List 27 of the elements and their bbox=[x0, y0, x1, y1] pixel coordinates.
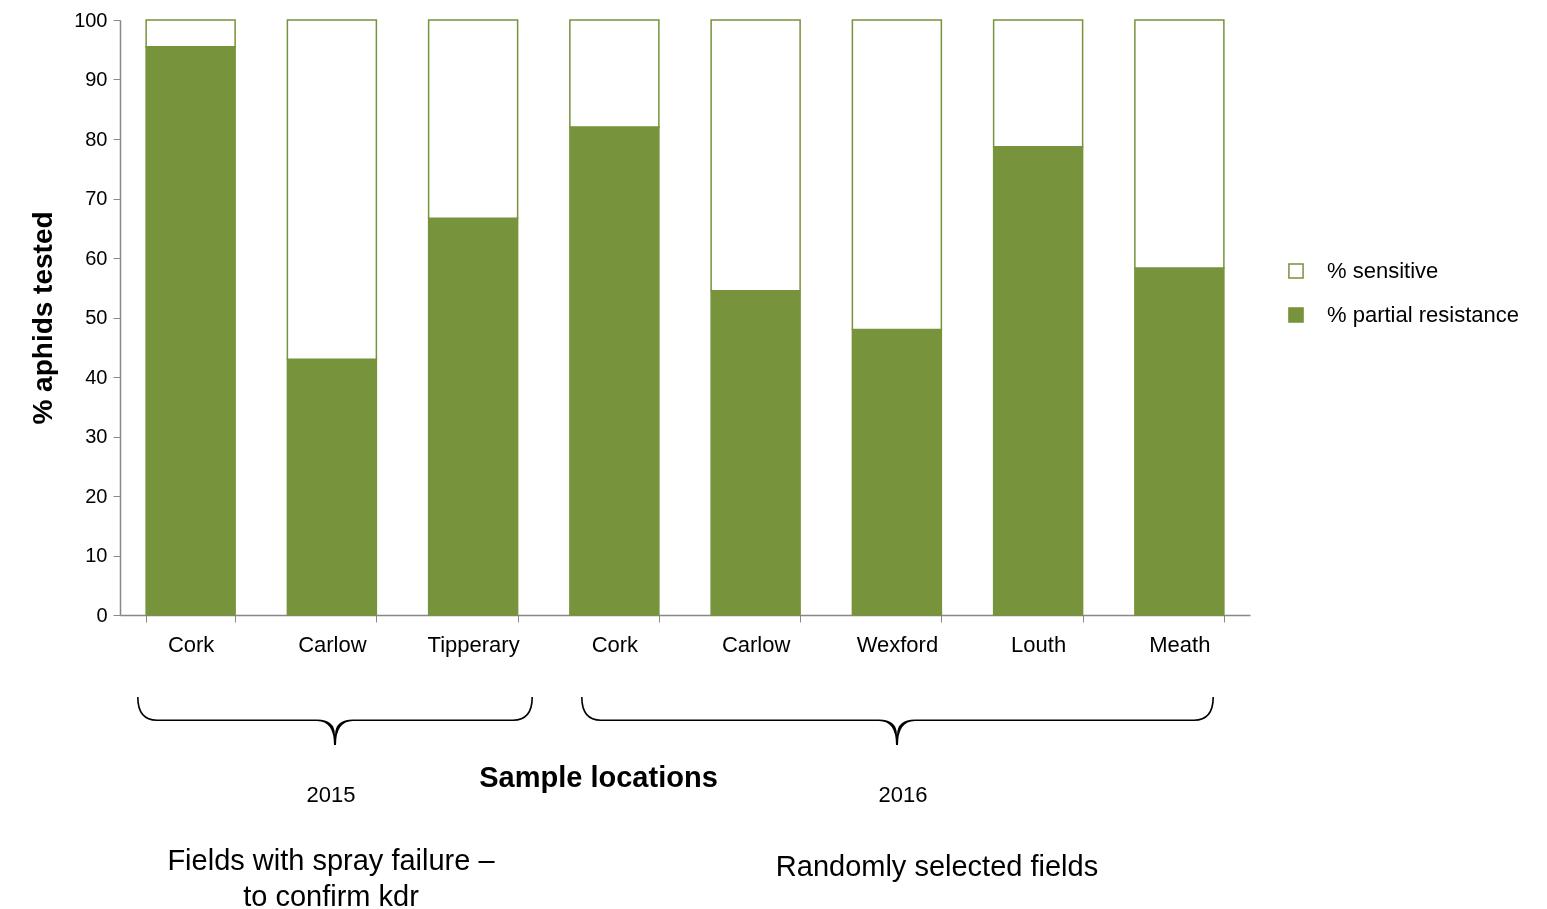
x-tick-label: Carlow bbox=[721, 631, 791, 657]
y-tick-label: 60 bbox=[85, 246, 108, 269]
x-tick-label: Cork bbox=[167, 631, 216, 657]
y-tick-label: 10 bbox=[85, 544, 108, 566]
legend-label: % partial resistance bbox=[1327, 302, 1519, 327]
y-tick-label: 20 bbox=[85, 484, 108, 507]
x-tick-label: Louth bbox=[1011, 631, 1067, 657]
x-axis-title: Sample locations bbox=[479, 760, 718, 793]
y-axis-title: % aphids tested bbox=[27, 211, 59, 425]
text: Randomly selected fields bbox=[775, 850, 1099, 883]
y-tick-label: 50 bbox=[85, 306, 108, 328]
y-tick-label: 80 bbox=[85, 127, 108, 150]
y-tick-label: 90 bbox=[85, 68, 108, 90]
text: Fields with spray failure – to confirm kdr bbox=[166, 843, 496, 909]
y-tick-label: 40 bbox=[85, 365, 108, 388]
legend-label: % sensitive bbox=[1327, 258, 1439, 283]
y-tick-label: 0 bbox=[96, 603, 108, 626]
y-tick-label: 70 bbox=[85, 187, 108, 209]
y-tick-label: 30 bbox=[85, 425, 108, 447]
text: 2015 bbox=[306, 782, 356, 808]
x-tick-label: Carlow bbox=[298, 631, 367, 657]
x-tick-label: Tipperary bbox=[427, 631, 520, 657]
x-tick-label: Meath bbox=[1149, 631, 1211, 657]
x-tick-label: Wexford bbox=[856, 631, 939, 657]
text: 2016 bbox=[878, 782, 928, 808]
y-tick-label: 100 bbox=[74, 8, 108, 31]
x-tick-label: Cork bbox=[591, 631, 640, 657]
